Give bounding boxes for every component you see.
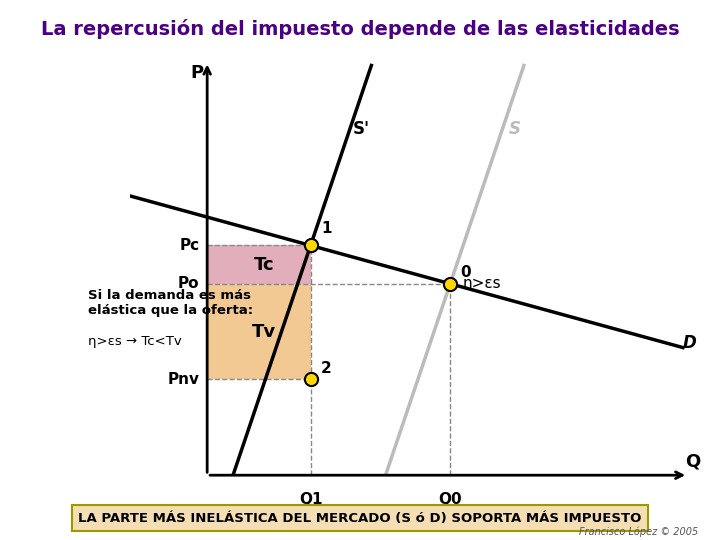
Text: P: P (190, 64, 203, 82)
Text: Q1: Q1 (299, 492, 323, 508)
Text: S': S' (354, 120, 370, 138)
Text: S: S (508, 120, 521, 138)
Text: La repercusión del impuesto depende de las elasticidades: La repercusión del impuesto depende de l… (41, 19, 679, 39)
Bar (207, 284, 310, 380)
Text: η>εs: η>εs (463, 276, 502, 291)
Point (444, 279, 456, 288)
Point (305, 241, 316, 250)
Text: Q0: Q0 (438, 492, 462, 508)
Text: LA PARTE MÁS INELÁSTICA DEL MERCADO (S ó D) SOPORTA MÁS IMPUESTO: LA PARTE MÁS INELÁSTICA DEL MERCADO (S ó… (78, 512, 642, 525)
Text: η>εs → Tc<Tv: η>εs → Tc<Tv (89, 335, 182, 348)
Text: Pc: Pc (179, 238, 199, 253)
Text: D: D (683, 334, 697, 352)
Text: Tc: Tc (253, 255, 274, 274)
Text: 0: 0 (461, 265, 471, 280)
Text: 1: 1 (321, 221, 331, 236)
Text: Si la demanda es más
elástica que la oferta:: Si la demanda es más elástica que la ofe… (89, 289, 253, 317)
Text: Francisco López © 2005: Francisco López © 2005 (579, 527, 698, 537)
Point (305, 375, 316, 384)
Text: 2: 2 (321, 361, 332, 376)
Text: Po: Po (178, 276, 199, 291)
Text: Tv: Tv (252, 322, 276, 341)
Text: Pnv: Pnv (168, 372, 199, 387)
Text: Q: Q (685, 453, 701, 471)
Bar (207, 246, 310, 284)
